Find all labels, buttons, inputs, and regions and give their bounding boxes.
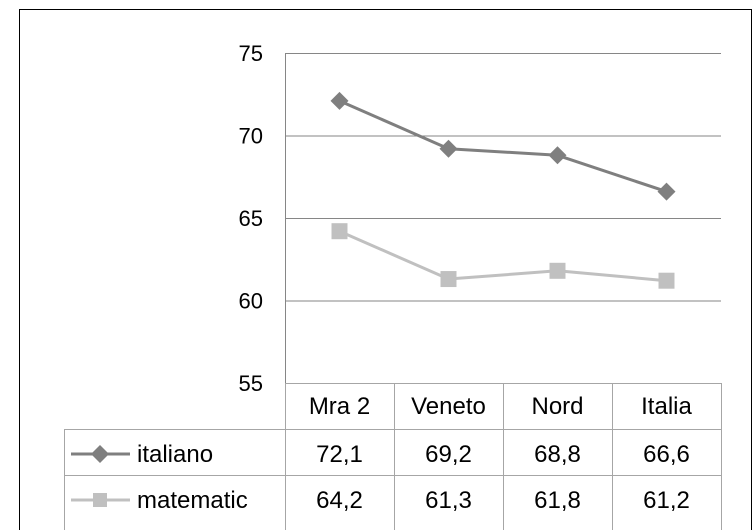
data-table-value: 64,2 xyxy=(316,487,363,514)
data-table-value: 61,8 xyxy=(534,487,581,514)
series-markers xyxy=(330,91,676,289)
chart-border xyxy=(19,9,752,530)
data-table-value: 72,1 xyxy=(316,441,363,468)
series-line-italiano xyxy=(338,99,667,194)
data-point-diamond xyxy=(439,139,458,158)
data-table-value: 66,6 xyxy=(643,441,690,468)
data-point-square xyxy=(331,223,348,240)
legend-label: italiano xyxy=(137,441,213,468)
data-point-diamond xyxy=(330,91,349,110)
x-category-label: Veneto xyxy=(411,393,486,420)
y-tick-label: 70 xyxy=(239,124,263,149)
x-category-label: Nord xyxy=(531,393,583,420)
data-point-square xyxy=(658,272,675,289)
y-tick-label: 65 xyxy=(239,206,263,231)
data-point-square xyxy=(549,262,566,279)
data-table: Mra 2 Veneto Nord Italia italiano 72,1 69,2 68,… xyxy=(64,383,722,530)
data-point-square xyxy=(440,271,457,288)
x-category-label: Mra 2 xyxy=(309,393,370,420)
legend-marker-diamond xyxy=(91,445,109,463)
data-table-value: 61,2 xyxy=(643,487,690,514)
data-point-diamond xyxy=(548,146,567,165)
legend-label: matematic xyxy=(137,487,248,514)
x-category-label: Italia xyxy=(641,393,692,420)
data-table-value: 68,8 xyxy=(534,441,581,468)
y-axis-ticks: 75 70 65 60 55 xyxy=(239,41,263,396)
series-line-matematic xyxy=(338,229,667,283)
legend-marker-square xyxy=(93,493,107,507)
gridlines xyxy=(285,53,721,383)
series-lines xyxy=(338,99,667,283)
data-table-value: 61,3 xyxy=(425,487,472,514)
y-tick-label: 75 xyxy=(239,41,263,66)
data-point-diamond xyxy=(657,182,676,201)
y-tick-label: 55 xyxy=(239,371,263,396)
y-tick-label: 60 xyxy=(239,289,263,314)
data-table-value: 69,2 xyxy=(425,441,472,468)
